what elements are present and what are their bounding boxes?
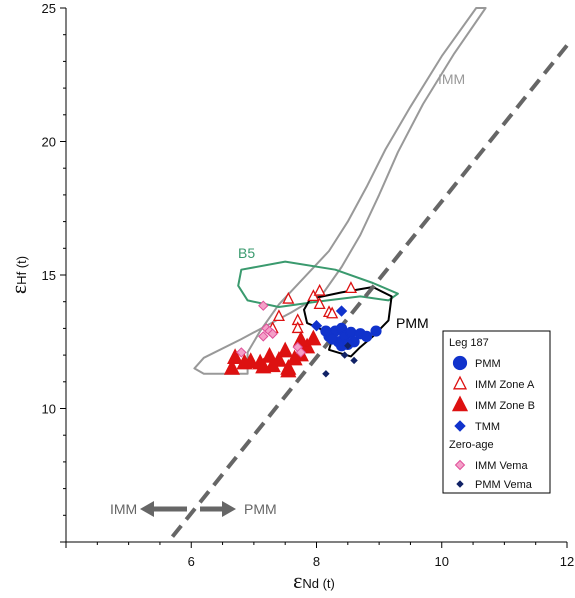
point-imm-zone-a-0	[282, 291, 295, 304]
legend-marker-tmm	[454, 420, 466, 432]
data-points	[223, 281, 382, 378]
point-imm-zone-a-5	[313, 297, 326, 310]
point-imm-zone-b-8	[280, 361, 297, 378]
region-b5	[237, 260, 399, 308]
point-imm-vema-0	[236, 347, 247, 358]
point-pmm-10	[370, 325, 382, 337]
point-imm-zone-a-7	[326, 306, 339, 319]
point-imm-zone-a-8	[344, 281, 358, 294]
imm-pmm-arrows: IMM PMM	[110, 501, 277, 517]
point-imm-zone-b-1	[227, 348, 244, 365]
point-pmm-5	[345, 326, 357, 339]
region-label-pmm: PMM	[396, 315, 429, 331]
point-pmm-13	[320, 325, 332, 337]
point-pmm-6	[326, 333, 338, 345]
point-pmm-vema-0	[322, 370, 330, 378]
point-imm-zone-b-15	[264, 356, 281, 373]
point-imm-zone-b-0	[223, 358, 241, 375]
legend-label-tmm: TMM	[475, 421, 500, 433]
reference-dashed-line	[170, 44, 569, 538]
region-outlines: IMM B5 PMM	[193, 7, 487, 375]
arrow-label-imm: IMM	[110, 501, 137, 517]
legend-marker-imm-zone-b	[451, 395, 469, 412]
x-tick-label-10: 10	[435, 554, 449, 569]
axis-labels: εNd (t) εHf (t)	[6, 256, 335, 593]
arrow-left-head	[140, 501, 154, 517]
legend-label-pmm-vema: PMM Vema	[475, 479, 533, 491]
y-tick-label-10: 10	[42, 402, 56, 417]
legend-marker-imm-vema	[454, 459, 466, 471]
point-imm-zone-b-11	[305, 329, 322, 346]
point-imm-zone-b-13	[277, 341, 294, 358]
legend-label-imm-vema: IMM Vema	[475, 460, 528, 472]
y-tick-label-25: 25	[42, 1, 56, 16]
point-imm-vema-1	[258, 331, 269, 342]
dashed-reference-line	[170, 44, 569, 538]
legend-marker-imm-zone-a	[452, 375, 468, 390]
legend-header-leg187: Leg 187	[449, 337, 489, 349]
point-pmm-vema-2	[350, 356, 358, 365]
point-imm-zone-a-10	[313, 283, 326, 296]
point-imm-vema-4	[267, 328, 278, 339]
point-imm-zone-b-14	[236, 353, 253, 370]
point-pmm-vema-1	[340, 351, 349, 359]
point-imm-zone-a-9	[291, 321, 304, 334]
legend-marker-pmm-vema	[456, 480, 464, 488]
point-tmm-1	[335, 305, 348, 317]
x-tick-label-6: 6	[188, 554, 195, 569]
y-axis-label: εHf (t)	[6, 256, 31, 294]
point-pmm-vema-3	[344, 342, 352, 350]
point-imm-zone-b-16	[255, 357, 272, 374]
region-imm	[193, 7, 487, 375]
legend-label-imm-zone-b: IMM Zone B	[475, 400, 535, 412]
arrow-right-head	[222, 501, 236, 517]
x-axis-label: εNd (t)	[293, 568, 335, 593]
region-label-b5: B5	[238, 245, 255, 261]
point-tmm-0	[310, 320, 323, 332]
region-label-imm: IMM	[438, 71, 465, 87]
point-imm-vema-5	[258, 300, 269, 311]
legend-label-imm-zone-a: IMM Zone A	[475, 379, 535, 391]
axis-ticks: 6 8 10 12 10 15 20 25	[42, 1, 575, 569]
x-tick-label-8: 8	[313, 554, 320, 569]
y-tick-label-20: 20	[42, 135, 56, 150]
point-imm-vema-7	[295, 347, 307, 358]
point-imm-zone-a-3	[272, 309, 285, 322]
region-pmm	[303, 286, 393, 358]
legend-marker-pmm	[452, 355, 468, 371]
y-tick-label-15: 15	[42, 268, 56, 283]
x-tick-label-12: 12	[560, 554, 574, 569]
legend-label-pmm: PMM	[475, 358, 501, 370]
legend-header-zero-age: Zero-age	[449, 439, 494, 451]
arrow-label-pmm: PMM	[244, 501, 277, 517]
point-pmm-9	[361, 330, 373, 343]
legend: Leg 187 Zero-age PMM IMM Zone A IMM Zone B TM…	[442, 330, 551, 494]
